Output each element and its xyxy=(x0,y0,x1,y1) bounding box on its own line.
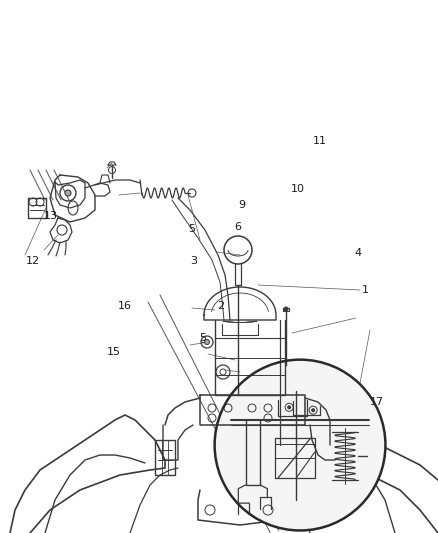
Circle shape xyxy=(311,408,315,412)
Circle shape xyxy=(215,360,385,530)
Text: 17: 17 xyxy=(370,398,384,407)
Circle shape xyxy=(283,306,289,311)
Circle shape xyxy=(65,190,71,196)
Text: 10: 10 xyxy=(291,184,305,194)
Circle shape xyxy=(287,405,291,409)
Text: 2: 2 xyxy=(217,302,224,311)
Text: 4: 4 xyxy=(355,248,362,258)
Text: 3: 3 xyxy=(191,256,198,266)
Text: 13: 13 xyxy=(44,211,58,221)
Circle shape xyxy=(205,340,209,344)
Text: 11: 11 xyxy=(313,136,327,146)
Text: 16: 16 xyxy=(118,302,132,311)
Text: 9: 9 xyxy=(239,200,246,210)
Text: 5: 5 xyxy=(188,224,195,234)
Text: 5: 5 xyxy=(199,334,206,343)
Text: 15: 15 xyxy=(107,347,121,357)
Text: 6: 6 xyxy=(234,222,241,231)
Text: 1: 1 xyxy=(361,286,368,295)
Text: 12: 12 xyxy=(25,256,39,266)
